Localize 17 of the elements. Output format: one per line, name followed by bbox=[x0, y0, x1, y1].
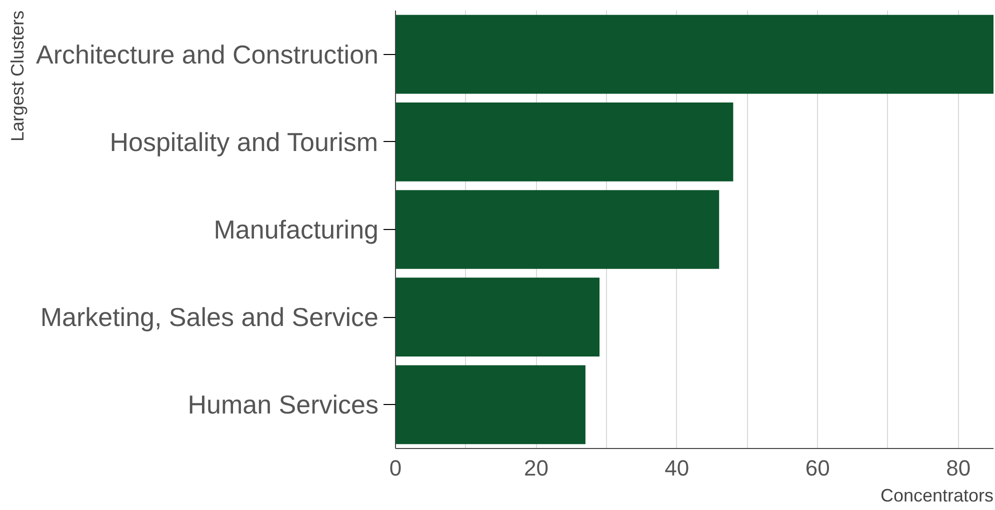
bar bbox=[396, 14, 994, 94]
y-tick-label: Manufacturing bbox=[214, 214, 379, 244]
y-tick-label: Marketing, Sales and Service bbox=[40, 302, 379, 332]
x-tick-label: 60 bbox=[805, 456, 830, 480]
x-tick-label: 0 bbox=[389, 456, 402, 480]
y-tick-label: Hospitality and Tourism bbox=[110, 126, 378, 157]
bar bbox=[396, 365, 586, 444]
bar bbox=[396, 190, 720, 269]
x-axis-title: Concentrators bbox=[880, 486, 994, 506]
y-tick-label: Architecture and Construction bbox=[36, 39, 379, 70]
bar bbox=[396, 278, 600, 357]
x-tick-label: 40 bbox=[664, 456, 690, 480]
y-tick-label: Human Services bbox=[188, 390, 378, 420]
x-tick-label: 20 bbox=[524, 456, 548, 480]
x-tick-label: 80 bbox=[946, 456, 971, 480]
bar bbox=[396, 102, 734, 182]
y-axis-title: Largest Clusters bbox=[8, 10, 28, 142]
